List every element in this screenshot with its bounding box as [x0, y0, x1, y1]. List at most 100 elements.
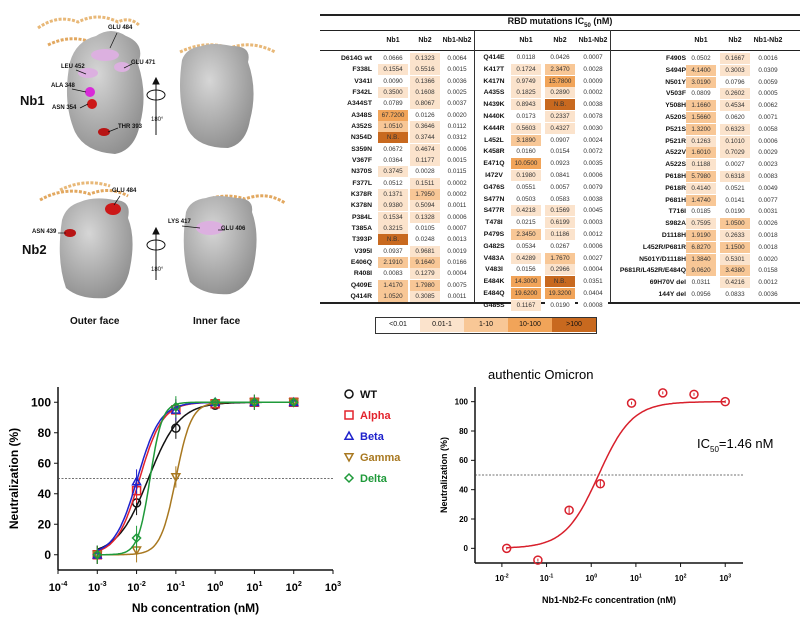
ic50-cell: 0.0030	[578, 122, 608, 134]
fit-curve	[97, 401, 294, 552]
ic50-cell: 1.1660	[686, 100, 716, 112]
y-tick-label: 0	[44, 548, 51, 562]
tick-exp: 2	[684, 573, 687, 579]
legend-swatch: 1-10	[464, 318, 508, 332]
ic50-cell: 0.6318	[720, 171, 750, 182]
residue-label: THR 393	[118, 124, 143, 130]
ic50-cell: 9.1640	[410, 256, 440, 268]
mutation-label: N440K	[483, 113, 505, 120]
residue-label: GLU 484	[112, 188, 137, 194]
ic50-cell: 0.0404	[578, 288, 608, 299]
ic50-cell: 0.0006	[442, 211, 472, 223]
mutation-label: S477N	[483, 195, 505, 203]
tick-base: 10	[127, 582, 139, 594]
rotation-label: 180°	[151, 267, 164, 273]
ic50-cell: 0.0038	[578, 193, 608, 205]
mutation-label: P521S	[665, 125, 686, 133]
ic50-cell: 0.0029	[753, 147, 783, 159]
ic50-cell: 0.0583	[545, 193, 575, 205]
data-point	[501, 543, 512, 554]
mutation-label: N354D	[350, 134, 372, 142]
ic50-cell: 0.0016	[753, 53, 783, 64]
tick-base: 10	[675, 574, 684, 583]
mutation-label: 144Y del	[658, 291, 686, 298]
nb2-label: Nb2	[22, 242, 47, 257]
ic50-cell: 0.3745	[378, 166, 408, 178]
mutation-label: S982A	[665, 220, 686, 228]
data-point	[626, 398, 637, 408]
ic50-cell: 0.4140	[686, 182, 716, 194]
ic50-cell: 0.1511	[410, 177, 440, 189]
tick-exp: -3	[100, 580, 106, 588]
ic50-cell: 0.0075	[442, 279, 472, 291]
data-point	[170, 473, 182, 483]
ic50-cell: 0.0006	[753, 135, 783, 147]
column-header: Nb1-Nb2	[442, 37, 472, 44]
table-title: RBD mutations IC50 (nM)	[507, 16, 613, 29]
mutation-label: P681R/L452R/E484Q	[619, 267, 686, 275]
x-tick-label: 102	[286, 580, 302, 594]
ic50-cell: 0.0190	[545, 299, 575, 311]
mutation-label: T478I	[485, 219, 503, 227]
ic50-cell: 0.0079	[578, 181, 608, 193]
ic50-cell: 0.1667	[720, 53, 750, 64]
y-tick-label: 20	[38, 517, 52, 531]
ic50-cell: 0.4327	[545, 122, 575, 134]
x-tick-label: 10-4	[49, 580, 68, 594]
ic50-cell: 0.1825	[511, 87, 541, 99]
ic50-cell: 0.1188	[686, 159, 716, 171]
tick-exp: 3	[728, 573, 731, 579]
mutation-label: P618R	[665, 184, 686, 192]
ic50-cell: N.B.	[378, 234, 408, 246]
ic50-cell: 0.0013	[442, 234, 472, 246]
mutation-label: F377L	[352, 179, 372, 187]
color-legend	[375, 317, 597, 334]
ic50-cell: 0.0031	[753, 206, 783, 218]
mutation-label: S359N	[351, 145, 372, 153]
ic50-cell: 0.0045	[578, 205, 608, 217]
mutation-label: K458R	[483, 148, 505, 156]
tick-exp: 1	[259, 580, 263, 588]
ic50-cell: 3.4380	[720, 265, 750, 277]
mutation-label: V367F	[351, 156, 372, 164]
ic50-cell: 0.0023	[753, 159, 783, 171]
mutation-label: G476S	[483, 183, 505, 191]
tick-exp: 1	[639, 573, 642, 579]
ic50-cell: 0.0190	[720, 206, 750, 218]
x-tick-label: 101	[630, 573, 642, 583]
ic50-cell: 0.0185	[686, 206, 716, 218]
tick-exp: -1	[549, 573, 554, 579]
y-axis-label: Neutralization (%)	[439, 437, 449, 513]
mutation-label: K417N	[483, 77, 505, 85]
y-axis-label: Neutralization (%)	[7, 428, 21, 529]
ic50-cell: 0.5516	[410, 64, 440, 76]
ic50-cell: N.B.	[545, 276, 575, 288]
ic50-cell: 0.0018	[753, 230, 783, 241]
column-header: Nb1-Nb2	[753, 37, 783, 44]
ic50-cell: 0.0215	[511, 217, 541, 229]
ic50-cell: 1.0500	[720, 218, 750, 230]
ic50-cell: 0.4218	[511, 205, 541, 217]
ic50-value: =1.46 nM	[719, 436, 774, 451]
ic50-cell: 1.6010	[686, 147, 716, 159]
residue-label: GLU 471	[131, 60, 156, 66]
ic50-cell: 0.0002	[442, 177, 472, 189]
ic50-cell: 0.0796	[720, 76, 750, 88]
ic50-cell: 0.2890	[545, 87, 575, 99]
ic50-cell: 0.0004	[578, 264, 608, 276]
nb1-outer-structure	[37, 15, 144, 154]
ic50-cell: 0.1554	[378, 64, 408, 76]
ic50-cell: 0.3215	[378, 222, 408, 234]
series-alpha	[92, 394, 299, 564]
ic50-cell: 0.4534	[720, 100, 750, 112]
ic50-prefix: IC	[697, 436, 710, 451]
mutation-label: F338L	[352, 66, 372, 74]
ic50-cell: 0.0351	[578, 276, 608, 288]
ic50-cell: 0.1569	[545, 205, 575, 217]
residue-label: ALA 348	[51, 83, 75, 89]
tick-base: 10	[246, 582, 258, 594]
mutation-label: T716I	[668, 208, 686, 216]
y-tick-label: 0	[464, 544, 469, 553]
ic50-cell: 1.0520	[378, 290, 408, 302]
